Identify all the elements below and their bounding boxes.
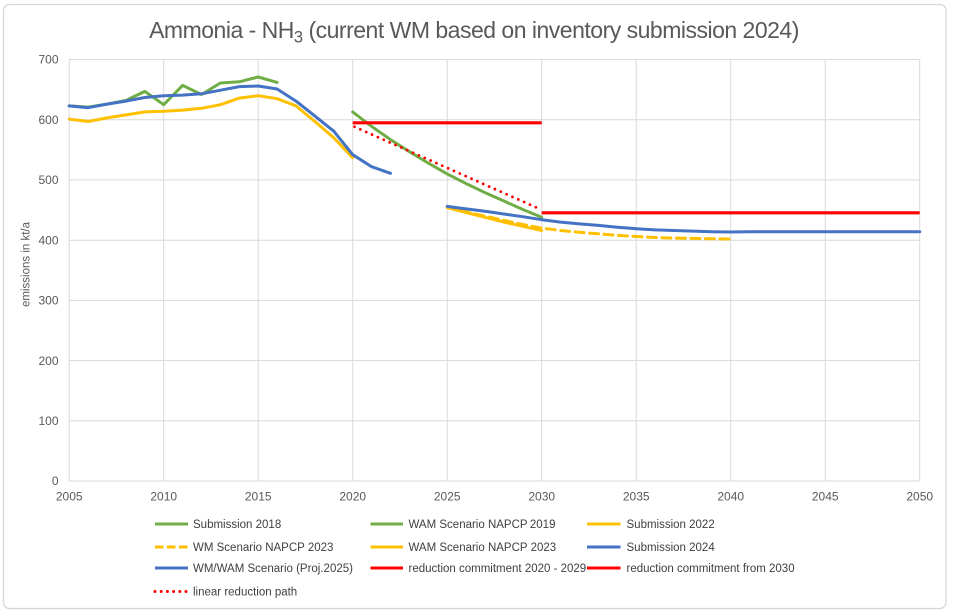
svg-text:200: 200	[38, 354, 58, 368]
svg-text:reduction commitment from 2030: reduction commitment from 2030	[627, 563, 795, 575]
svg-text:WAM Scenario NAPCP 2023: WAM Scenario NAPCP 2023	[409, 542, 557, 554]
svg-text:300: 300	[38, 294, 58, 308]
svg-text:2005: 2005	[56, 490, 83, 504]
svg-text:Submission 2024: Submission 2024	[627, 542, 716, 554]
svg-text:700: 700	[38, 53, 58, 67]
svg-text:2030: 2030	[528, 490, 555, 504]
svg-text:2050: 2050	[906, 490, 933, 504]
svg-text:2040: 2040	[717, 490, 744, 504]
svg-text:2025: 2025	[434, 490, 461, 504]
svg-text:reduction commitment 2020 - 20: reduction commitment 2020 - 2029	[409, 563, 587, 575]
svg-text:600: 600	[38, 113, 58, 127]
svg-text:2045: 2045	[812, 490, 839, 504]
svg-text:2020: 2020	[339, 490, 366, 504]
svg-text:Submission 2018: Submission 2018	[193, 519, 281, 531]
svg-text:WM Scenario NAPCP 2023: WM Scenario NAPCP 2023	[193, 542, 333, 554]
svg-text:Ammonia - NH3 (current WM base: Ammonia - NH3 (current WM based on inven…	[149, 17, 799, 47]
svg-text:2010: 2010	[150, 490, 177, 504]
svg-text:linear reduction path: linear reduction path	[193, 587, 297, 599]
svg-text:100: 100	[38, 414, 58, 428]
svg-text:emissions in kt/a: emissions in kt/a	[21, 221, 33, 307]
svg-text:WAM Scenario NAPCP 2019: WAM Scenario NAPCP 2019	[409, 519, 556, 531]
svg-text:2035: 2035	[623, 490, 650, 504]
svg-text:500: 500	[38, 173, 58, 187]
svg-text:Submission 2022: Submission 2022	[627, 519, 715, 531]
svg-text:2015: 2015	[245, 490, 272, 504]
svg-text:WM/WAM Scenario (Proj.2025): WM/WAM Scenario (Proj.2025)	[193, 563, 353, 575]
svg-text:400: 400	[38, 233, 58, 247]
svg-text:0: 0	[52, 474, 59, 488]
